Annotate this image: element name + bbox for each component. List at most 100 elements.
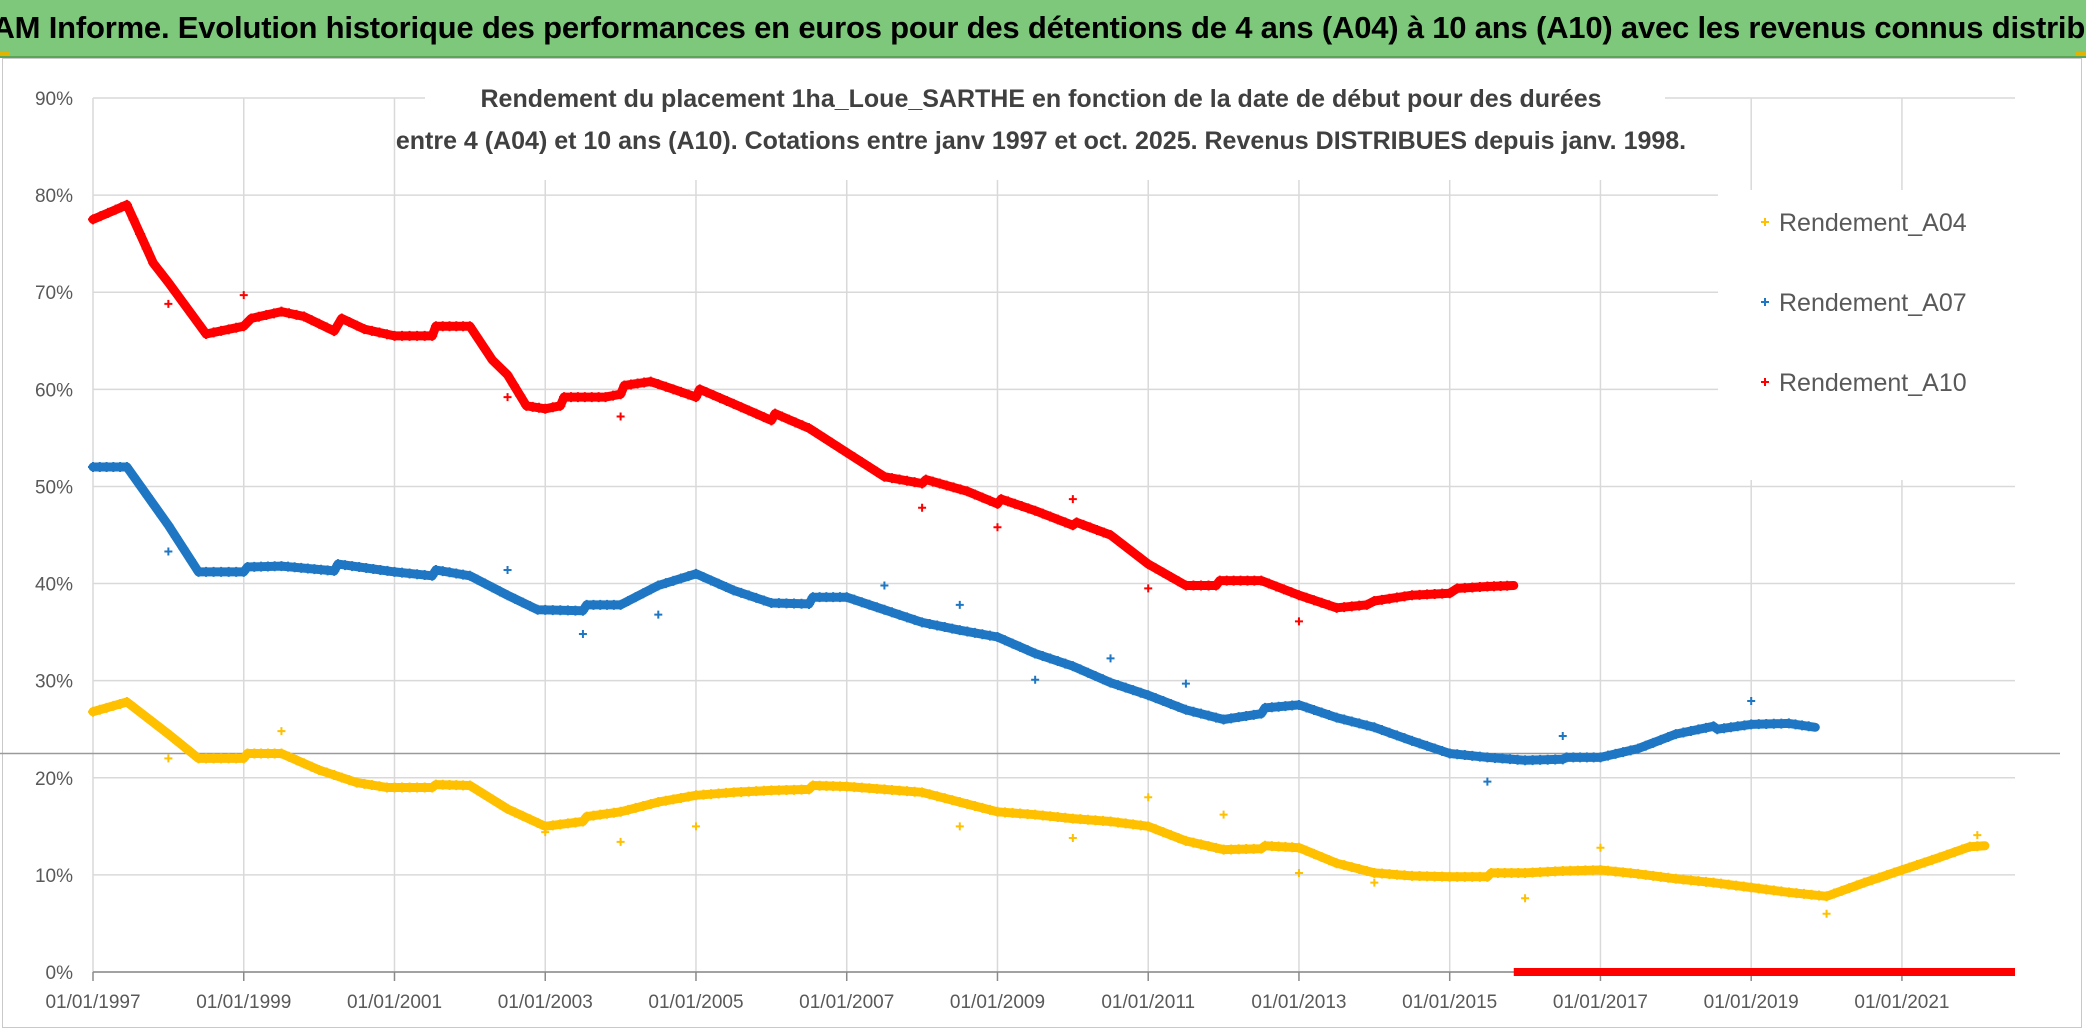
data-point (1195, 839, 1206, 850)
data-point (1143, 559, 1154, 570)
outlier-point (541, 828, 550, 837)
data-point (231, 322, 242, 333)
data-point (776, 411, 787, 422)
data-point (668, 384, 679, 395)
data-point (1071, 517, 1082, 528)
data-point (1067, 661, 1078, 672)
data-point (984, 630, 995, 641)
data-point (135, 481, 146, 492)
outlier-point (1747, 697, 1756, 706)
data-point (1293, 842, 1304, 853)
data-point (1972, 841, 1983, 852)
data-point (653, 379, 664, 390)
data-point (116, 202, 127, 213)
data-point (864, 462, 875, 473)
data-point (1143, 821, 1154, 832)
data-point (797, 420, 808, 431)
data-point (615, 389, 626, 400)
data-point (1188, 706, 1199, 717)
data-point (694, 384, 705, 395)
data-point (969, 800, 980, 811)
data-point (510, 593, 521, 604)
x-tick-label: 01/01/2017 (1553, 992, 1648, 1013)
data-point (1625, 745, 1636, 756)
data-point (495, 799, 506, 810)
data-point (1195, 708, 1206, 719)
y-tick-label: 60% (35, 380, 73, 401)
data-point (128, 471, 139, 482)
data-point (291, 309, 302, 320)
data-point (437, 566, 448, 577)
outlier-point (1294, 868, 1303, 877)
data-point (508, 380, 519, 391)
data-point (1821, 891, 1832, 902)
data-point (1610, 748, 1621, 759)
data-point (1324, 710, 1335, 721)
data-point (427, 330, 438, 341)
data-point (864, 599, 875, 610)
data-point (660, 381, 671, 392)
data-point (645, 798, 656, 809)
data-point (932, 620, 943, 631)
outlier-point (164, 547, 173, 556)
data-point (291, 755, 302, 766)
outlier-point (691, 822, 700, 831)
chart-title-background (425, 78, 1665, 180)
data-point (1904, 862, 1915, 873)
data-point (660, 795, 671, 806)
data-point (1180, 835, 1191, 846)
data-point (902, 612, 913, 623)
data-point (954, 797, 965, 808)
data-point (329, 565, 340, 576)
data-point (525, 814, 536, 825)
data-point (479, 578, 490, 589)
data-point (121, 199, 132, 210)
data-point (321, 322, 332, 333)
data-point (283, 751, 294, 762)
data-point (1648, 737, 1659, 748)
outlier-point (1068, 495, 1077, 504)
data-point (715, 393, 726, 404)
data-point (487, 355, 498, 366)
data-point (156, 723, 167, 734)
data-point (1003, 496, 1014, 507)
data-point (1016, 501, 1027, 512)
data-point (110, 204, 121, 215)
data-point (811, 428, 822, 439)
y-tick-label: 10% (35, 866, 73, 887)
legend-marker (1761, 298, 1769, 306)
data-point (962, 626, 973, 637)
data-point (464, 570, 475, 581)
data-point (94, 704, 105, 715)
data-point (954, 625, 965, 636)
data-point (708, 390, 719, 401)
data-point (1150, 693, 1161, 704)
data-point (1211, 712, 1222, 723)
data-point (751, 408, 762, 419)
data-point (917, 617, 928, 628)
data-point (121, 697, 132, 708)
data-point (1502, 580, 1513, 591)
data-point (95, 211, 106, 222)
data-point (1618, 747, 1629, 758)
data-point (464, 780, 475, 791)
data-point (977, 492, 988, 503)
data-point (381, 329, 392, 340)
outlier-point (1068, 833, 1077, 842)
outlier-point (1219, 810, 1228, 819)
data-point (1158, 827, 1169, 838)
data-point (934, 478, 945, 489)
data-point (1173, 576, 1184, 587)
data-point (1052, 514, 1063, 525)
data-point (638, 800, 649, 811)
data-point (1602, 750, 1613, 761)
data-point (1128, 547, 1139, 558)
data-point (329, 326, 340, 337)
data-point (451, 568, 462, 579)
data-point (675, 386, 686, 397)
data-point (525, 601, 536, 612)
data-point (1000, 635, 1011, 646)
data-point (1803, 721, 1814, 732)
data-point (1271, 581, 1282, 592)
data-point (472, 785, 483, 796)
